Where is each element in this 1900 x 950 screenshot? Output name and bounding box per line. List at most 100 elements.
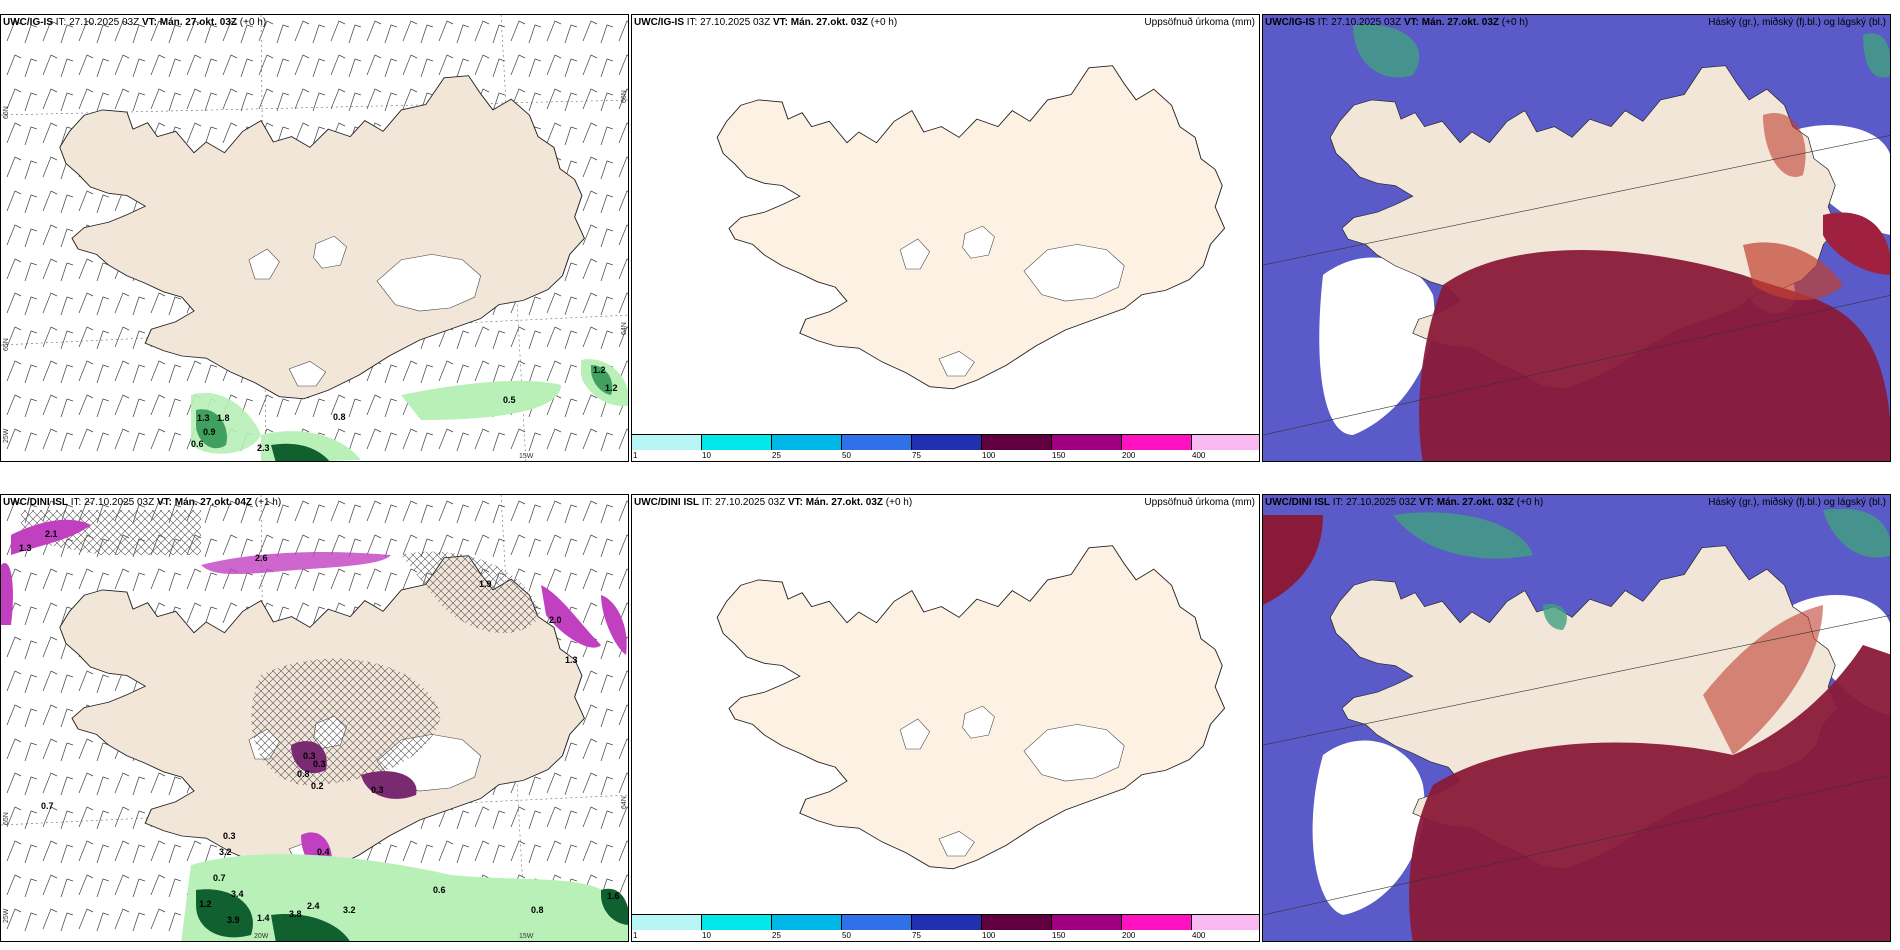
value-label: 1.4 <box>257 913 270 923</box>
colorbar-label: 150 <box>1052 451 1066 460</box>
lat-label: 65N <box>3 812 10 825</box>
colorbar-label: 50 <box>842 451 851 460</box>
value-label: 0.2 <box>311 781 324 791</box>
value-label: 0.3 <box>313 759 326 769</box>
panel-accum-precip-dini: UWC/DINI ISL IT: 27.10.2025 03Z VT: Mán.… <box>631 494 1260 942</box>
colorbar-swatch <box>1052 915 1122 930</box>
colorbar-swatch <box>1192 435 1259 450</box>
panel-header: UWC/DINI ISL IT: 27.10.2025 03Z VT: Mán.… <box>3 497 282 508</box>
colorbar: 1 10 25 50 75 100 150 200 400 <box>632 434 1259 461</box>
colorbar-swatch <box>772 915 842 930</box>
value-label: 0.8 <box>297 769 310 779</box>
value-label: 0.9 <box>203 427 216 437</box>
map-accum-precip <box>716 545 1226 870</box>
colorbar-swatch <box>912 435 982 450</box>
lat-label: 25W <box>3 908 10 923</box>
value-label: 2.0 <box>549 615 562 625</box>
colorbar-label: 150 <box>1052 931 1066 940</box>
colorbar-label: 75 <box>912 451 921 460</box>
colorbar-label: 1 <box>633 451 638 460</box>
colorbar-swatch <box>912 915 982 930</box>
value-label: 2.1 <box>45 529 58 539</box>
panel-title: Háský (gr.), miðský (fj.bl.) og lágský (… <box>1708 17 1886 28</box>
panel-title: Uppsöfnuð úrkoma (mm) <box>1144 17 1255 28</box>
value-label: 0.6 <box>433 885 446 895</box>
value-label: 1.6 <box>607 891 620 901</box>
colorbar-label: 10 <box>702 931 711 940</box>
map-wind-precip <box>1 15 628 461</box>
lat-label: 66N <box>3 106 10 119</box>
panel-header: UWC/IG-IS IT: 27.10.2025 03Z VT: Mán. 27… <box>1265 17 1529 28</box>
colorbar-swatch <box>632 435 702 450</box>
colorbar-swatch <box>1122 435 1192 450</box>
colorbar-label: 100 <box>982 451 996 460</box>
value-label: 0.3 <box>223 831 236 841</box>
panel-clouds-igis: UWC/IG-IS IT: 27.10.2025 03Z VT: Mán. 27… <box>1262 14 1891 462</box>
colorbar-label: 100 <box>982 931 996 940</box>
colorbar-label: 25 <box>772 931 781 940</box>
value-label: 1.2 <box>199 899 212 909</box>
lat-label: 65N <box>3 338 10 351</box>
colorbar-swatch <box>982 435 1052 450</box>
colorbar-label: 75 <box>912 931 921 940</box>
value-label: 0.7 <box>213 873 226 883</box>
lat-label: 64N <box>621 796 628 809</box>
lon-label: 15W <box>519 453 534 460</box>
value-label: 0.4 <box>317 847 330 857</box>
value-label: 2.4 <box>307 901 320 911</box>
value-label: 0.5 <box>503 395 516 405</box>
panel-header: UWC/IG-IS IT: 27.10.2025 03Z VT: Mán. 27… <box>634 17 898 28</box>
value-label: 3.9 <box>227 915 240 925</box>
value-label: 0.3 <box>371 785 384 795</box>
value-label: 0.8 <box>333 412 346 422</box>
colorbar-label: 400 <box>1192 931 1206 940</box>
colorbar-label: 400 <box>1192 451 1206 460</box>
value-label: 0.7 <box>41 801 54 811</box>
value-label: 1.2 <box>605 383 618 393</box>
colorbar-label: 1 <box>633 931 638 940</box>
colorbar-swatch <box>1122 915 1192 930</box>
value-label: 3.8 <box>289 909 302 919</box>
colorbar-swatch <box>1192 915 1259 930</box>
value-label: 1.3 <box>565 655 578 665</box>
panel-wind-precip-igis: UWC/IG-IS IT: 27.10.2025 03Z VT: Mán. 27… <box>0 14 629 462</box>
colorbar-swatch <box>1052 435 1122 450</box>
lon-label: 20W <box>254 933 269 940</box>
colorbar-swatch <box>702 915 772 930</box>
value-label: 1.2 <box>593 365 606 375</box>
colorbar-swatch <box>632 915 702 930</box>
value-label: 3.2 <box>219 847 232 857</box>
colorbar-swatch <box>842 915 912 930</box>
panel-title: Háský (gr.), miðský (fj.bl.) og lágský (… <box>1708 497 1886 508</box>
map-clouds <box>1263 495 1890 941</box>
value-label: 0.6 <box>191 439 204 449</box>
value-label: 1.9 <box>479 579 492 589</box>
value-label: 2.6 <box>255 553 268 563</box>
value-label: 0.8 <box>531 905 544 915</box>
map-wind-precip <box>1 495 628 941</box>
lat-label: 25W <box>3 428 10 443</box>
colorbar-label: 200 <box>1122 931 1136 940</box>
colorbar-label: 10 <box>702 451 711 460</box>
value-label: 3.2 <box>343 905 356 915</box>
value-label: 1.3 <box>197 413 210 423</box>
colorbar-swatch <box>842 435 912 450</box>
colorbar-swatch <box>982 915 1052 930</box>
panel-clouds-dini: UWC/DINI ISL IT: 27.10.2025 03Z VT: Mán.… <box>1262 494 1891 942</box>
value-label: 3.4 <box>231 889 244 899</box>
lat-label: 66N <box>621 90 628 103</box>
colorbar-label: 25 <box>772 451 781 460</box>
panel-header: UWC/DINI ISL IT: 27.10.2025 03Z VT: Mán.… <box>634 497 913 508</box>
panel-header: UWC/DINI ISL IT: 27.10.2025 03Z VT: Mán.… <box>1265 497 1544 508</box>
lon-label: 15W <box>519 933 534 940</box>
panel-title: Uppsöfnuð úrkoma (mm) <box>1144 497 1255 508</box>
value-label: 1.3 <box>19 543 32 553</box>
panel-header: UWC/IG-IS IT: 27.10.2025 03Z VT: Mán. 27… <box>3 17 267 28</box>
panel-wind-precip-dini: UWC/DINI ISL IT: 27.10.2025 03Z VT: Mán.… <box>0 494 629 942</box>
colorbar-swatch <box>702 435 772 450</box>
value-label: 0.3 <box>303 751 316 761</box>
colorbar-swatch <box>772 435 842 450</box>
panel-accum-precip-igis: UWC/IG-IS IT: 27.10.2025 03Z VT: Mán. 27… <box>631 14 1260 462</box>
lat-label: 64N <box>621 322 628 335</box>
value-label: 1.8 <box>217 413 230 423</box>
